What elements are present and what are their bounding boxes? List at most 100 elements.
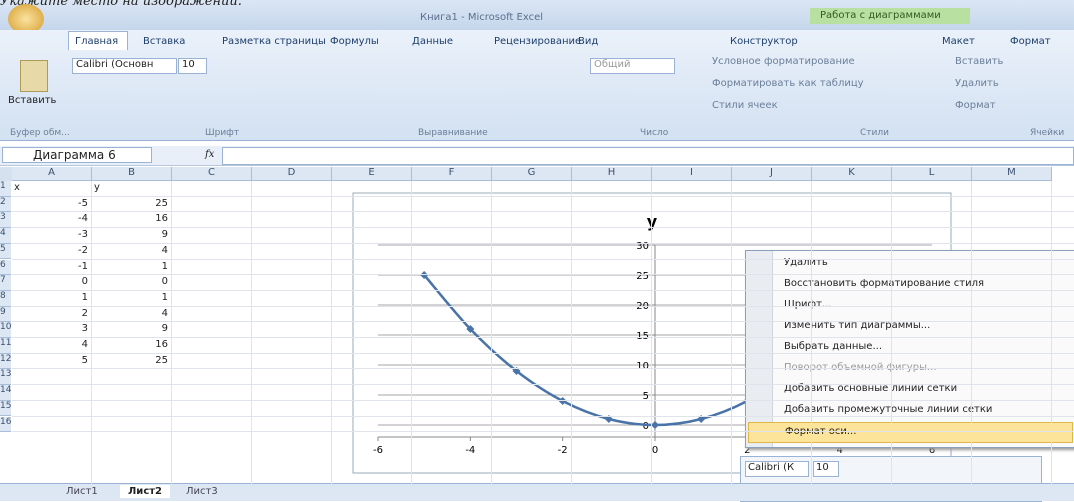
row-header: 12 <box>0 353 11 370</box>
ribbon-tab[interactable]: Вставка <box>143 36 186 47</box>
ribbon-tab[interactable]: Разметка страницы <box>222 36 326 47</box>
menu-item-label: Удалить <box>784 257 828 268</box>
ribbon-tab[interactable]: Формулы <box>330 36 379 47</box>
cell[interactable]: -4 <box>78 213 88 225</box>
menu-item-label: Шрифт... <box>784 299 832 310</box>
row-line <box>12 321 1074 323</box>
menu-item[interactable]: Восстановить форматирование стиля <box>748 275 1071 294</box>
cell[interactable]: -1 <box>78 260 88 272</box>
cell[interactable]: 0 <box>81 276 88 288</box>
ribbon-tab[interactable]: Рецензирование <box>494 36 582 47</box>
paste-button[interactable]: Вставить <box>8 95 57 106</box>
column-line <box>171 181 172 486</box>
column-line <box>1051 181 1052 486</box>
menu-item[interactable]: Формат оси... <box>748 422 1073 443</box>
number-format-box[interactable]: Общий <box>590 58 675 74</box>
cell[interactable]: y <box>94 182 100 193</box>
ribbon-tab[interactable]: Вид <box>578 36 599 47</box>
series-marker <box>604 415 613 423</box>
formula-input[interactable] <box>222 147 1074 165</box>
paste-icon[interactable] <box>20 60 48 92</box>
y-tick-label: 0 <box>643 421 649 432</box>
menu-item-label: Добавить промежуточные линии сетки <box>784 404 993 415</box>
ribbon-tab[interactable]: Конструктор <box>730 36 798 47</box>
cell[interactable]: 5 <box>81 354 88 366</box>
cell[interactable]: 3 <box>81 323 88 335</box>
row-header: 2 <box>0 196 11 213</box>
cell[interactable]: 1 <box>161 260 168 272</box>
row-line <box>12 399 1074 401</box>
y-tick-label: 25 <box>636 271 649 282</box>
cell[interactable]: 4 <box>161 307 168 319</box>
row-header: 13 <box>0 369 11 386</box>
cell[interactable]: 1 <box>161 291 168 303</box>
fx-button[interactable]: fx <box>205 149 215 160</box>
x-tick-label: 4 <box>836 445 842 456</box>
sheet-tab[interactable]: Лист1 <box>66 486 98 497</box>
menu-item[interactable]: Изменить тип диаграммы... <box>748 317 1071 336</box>
menu-item[interactable]: Поворот объемной фигуры... <box>748 359 1071 378</box>
ribbon-tab[interactable]: Формат <box>1010 36 1051 47</box>
cell[interactable]: 25 <box>155 354 168 366</box>
row-header: 5 <box>0 243 11 260</box>
cell[interactable]: -5 <box>78 197 88 209</box>
menu-item[interactable]: Удалить <box>748 254 1071 273</box>
cell[interactable]: 16 <box>155 213 168 225</box>
font-name-box[interactable]: Calibri (Основн <box>72 58 177 74</box>
cells-button[interactable]: Вставить <box>955 56 1004 67</box>
cell[interactable]: 2 <box>81 307 88 319</box>
caption: Укажите место на изображении. <box>0 0 242 9</box>
menu-item-label: Восстановить форматирование стиля <box>784 278 984 289</box>
cell[interactable]: -3 <box>78 229 88 241</box>
cell[interactable]: 0 <box>161 276 168 288</box>
menu-item[interactable]: Шрифт... <box>748 296 1071 315</box>
ribbon-group-label: Выравнивание <box>418 128 488 138</box>
x-tick-label: -4 <box>465 445 475 456</box>
styles-button[interactable]: Форматировать как таблицу <box>712 78 864 89</box>
row-line <box>12 258 1074 260</box>
menu-item-label: Изменить тип диаграммы... <box>784 320 931 331</box>
ribbon-tab[interactable]: Макет <box>942 36 975 47</box>
menu-item[interactable]: Добавить промежуточные линии сетки <box>748 401 1071 420</box>
cells-button[interactable]: Удалить <box>955 78 999 89</box>
name-box[interactable]: Диаграмма 6 <box>2 147 152 163</box>
sheet-tab[interactable]: Лист2 <box>120 485 170 498</box>
column-line <box>331 181 332 486</box>
cell[interactable]: 1 <box>81 291 88 303</box>
menu-item[interactable]: Добавить основные линии сетки <box>748 380 1071 399</box>
column-header: I <box>652 167 732 181</box>
row-header: 8 <box>0 290 11 307</box>
font-size-box[interactable]: 10 <box>178 58 207 74</box>
cell[interactable]: 25 <box>155 197 168 209</box>
cell[interactable]: 16 <box>155 339 168 350</box>
column-line <box>731 181 732 486</box>
y-tick-label: 5 <box>643 391 649 402</box>
cell[interactable]: 4 <box>81 339 88 350</box>
ribbon-tab[interactable]: Данные <box>412 36 454 47</box>
styles-button[interactable]: Стили ячеек <box>712 100 778 111</box>
sheet-tab[interactable]: Лист3 <box>186 486 218 497</box>
column-header: J <box>732 167 812 181</box>
column-line <box>891 181 892 486</box>
row-line <box>12 352 1074 354</box>
mini-font-box[interactable]: Calibri (К <box>745 461 809 477</box>
cell[interactable]: -2 <box>78 244 88 256</box>
styles-button[interactable]: Условное форматирование <box>712 56 855 67</box>
menu-item[interactable]: Выбрать данные... <box>748 338 1071 357</box>
cell[interactable]: 9 <box>161 323 168 335</box>
cell[interactable]: 9 <box>161 229 168 241</box>
menu-item-label: Добавить основные линии сетки <box>784 383 958 394</box>
office-button[interactable] <box>8 4 44 34</box>
cells-button[interactable]: Формат <box>955 100 996 111</box>
column-header: G <box>492 167 572 181</box>
row-line <box>12 227 1074 229</box>
cell[interactable]: x <box>14 182 20 193</box>
x-tick-label: 0 <box>652 445 658 456</box>
row-header: 14 <box>0 385 11 401</box>
mini-size-box[interactable]: 10 <box>813 461 839 477</box>
x-tick-label: -2 <box>558 445 568 456</box>
column-header: E <box>332 167 412 181</box>
cell[interactable]: 4 <box>161 244 168 256</box>
ribbon-tab[interactable]: Главная <box>75 36 119 47</box>
